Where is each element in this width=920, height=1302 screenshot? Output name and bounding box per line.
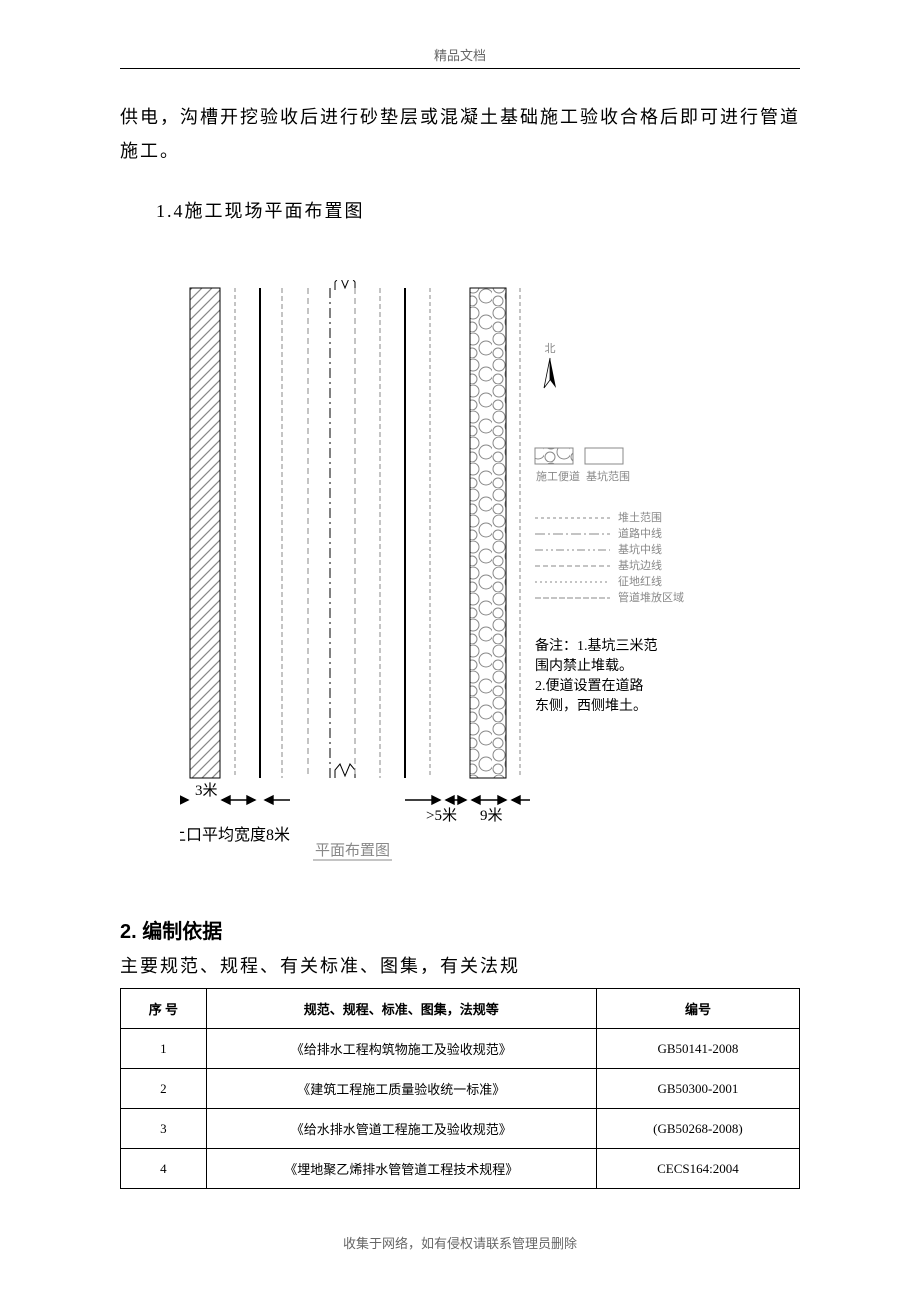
section-2-title: 2. 编制依据: [120, 915, 222, 944]
table-header-row: 序 号 规范、规程、标准、图集，法规等 编号: [121, 989, 800, 1029]
legend-lines: 堆土范围 道路中线 基坑中线 基坑边线 征地红线 管道堆放区域: [535, 510, 684, 604]
svg-text:基坑中线: 基坑中线: [618, 542, 662, 556]
table-row: 2《建筑工程施工质量验收统一标准》GB50300-2001: [121, 1069, 800, 1109]
dim-3m: 3米: [195, 782, 218, 799]
dim-row1: [180, 796, 530, 804]
note-line-4: 东侧，西侧堆土。: [535, 698, 647, 714]
svg-text:基坑边线: 基坑边线: [618, 558, 662, 572]
th-code: 编号: [596, 989, 799, 1029]
plan-layout-diagram: 北 施工便道 基坑范围 堆土范围 道路中线 基坑中线 基坑边线 征地红线 管道堆…: [180, 280, 810, 870]
svg-text:管道堆放区域: 管道堆放区域: [618, 590, 684, 604]
svg-text:征地红线: 征地红线: [618, 574, 662, 588]
note-line-1: 备注：1.基坑三米范: [535, 637, 658, 654]
bottom-width-label: 上口平均宽度8米: [180, 826, 290, 844]
th-name: 规范、规程、标准、图集，法规等: [206, 989, 596, 1029]
reference-table: 序 号 规范、规程、标准、图集，法规等 编号 1《给排水工程构筑物施工及验收规范…: [120, 988, 800, 1189]
table-row: 3《给水排水管道工程施工及验收规范》(GB50268-2008): [121, 1109, 800, 1149]
section-2-sub: 主要规范、规程、有关标准、图集，有关法规: [120, 952, 520, 978]
compass-icon: 北: [544, 342, 556, 388]
legend-swatch-2: 基坑范围: [586, 469, 630, 483]
header-rule: [120, 68, 800, 69]
note-line-3: 2.便道设置在道路: [535, 678, 644, 694]
th-seq: 序 号: [121, 989, 207, 1029]
dim-9m: 9米: [480, 807, 503, 824]
paragraph-1: 供电，沟槽开挖验收后进行砂垫层或混凝土基础施工验收合格后即可进行管道施工。: [120, 100, 800, 168]
svg-text:堆土范围: 堆土范围: [618, 510, 662, 524]
svg-text:道路中线: 道路中线: [618, 526, 662, 540]
plan-title: 平面布置图: [315, 842, 390, 859]
paragraph-2: 1.4施工现场平面布置图: [120, 194, 800, 228]
page-header: 精品文档: [0, 45, 920, 64]
table-row: 4《埋地聚乙烯排水管管道工程技术规程》CECS164:2004: [121, 1149, 800, 1189]
page: 精品文档 供电，沟槽开挖验收后进行砂垫层或混凝土基础施工验收合格后即可进行管道施…: [0, 0, 920, 1302]
table-row: 1《给排水工程构筑物施工及验收规范》GB50141-2008: [121, 1029, 800, 1069]
page-footer: 收集于网络，如有侵权请联系管理员删除: [0, 1233, 920, 1252]
svg-text:北: 北: [545, 342, 556, 355]
legend-swatch-1: 施工便道: [536, 469, 580, 483]
note-line-2: 围内禁止堆载。: [535, 658, 633, 674]
dim-gt5m: >5米: [426, 807, 457, 824]
